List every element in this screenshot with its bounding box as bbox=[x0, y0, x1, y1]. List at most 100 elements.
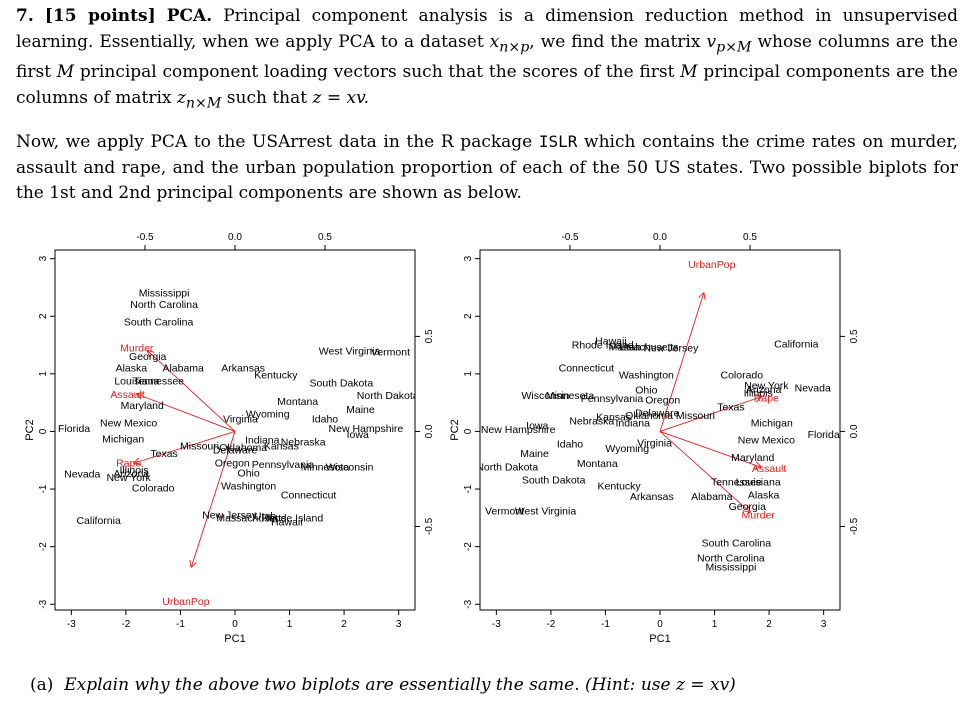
state-label-wyoming: Wyoming bbox=[246, 409, 290, 421]
p1-text-d: principal component loading vectors such… bbox=[79, 62, 675, 83]
loading-arrow-rape bbox=[659, 397, 761, 432]
math-equation: z = xv. bbox=[312, 87, 370, 108]
p2-text-a: Now, we apply PCA to the USArrest data i… bbox=[16, 132, 533, 152]
loading-arrow-urbanpop bbox=[659, 293, 704, 432]
math-m-1: M bbox=[56, 62, 75, 83]
state-label-new-york: New York bbox=[106, 472, 151, 484]
state-label-georgia: Georgia bbox=[729, 501, 767, 513]
state-label-south-carolina: South Carolina bbox=[702, 538, 772, 550]
state-label-minnesota: Minnesota bbox=[546, 390, 595, 402]
state-label-colorado: Colorado bbox=[721, 369, 764, 381]
y-tick-label: 3 bbox=[38, 255, 49, 261]
state-label-arizona: Arizona bbox=[746, 384, 782, 396]
state-label-missouri: Missouri bbox=[676, 410, 715, 422]
state-label-indiana: Indiana bbox=[616, 417, 651, 429]
y-tick-label: 0 bbox=[38, 428, 49, 434]
state-label-delaware: Delaware bbox=[213, 444, 258, 456]
state-label-ohio: Ohio bbox=[635, 384, 657, 396]
y-tick-label: -3 bbox=[463, 599, 474, 608]
state-label-rhode-island: Rhode Island bbox=[261, 512, 323, 524]
right-tick-label: -0.5 bbox=[849, 517, 860, 535]
x-tick-label: 0 bbox=[232, 619, 238, 630]
x-tick-label: -1 bbox=[601, 619, 610, 630]
math-v: v bbox=[706, 31, 717, 52]
state-label-florida: Florida bbox=[58, 423, 90, 435]
state-label-louisiana: Louisiana bbox=[736, 477, 781, 489]
loading-arrow-assault bbox=[137, 394, 236, 432]
top-tick-label: -0.5 bbox=[136, 232, 154, 243]
question-equation: z = xv) bbox=[675, 675, 736, 695]
top-tick-label: 0.5 bbox=[743, 232, 757, 243]
right-tick-label: -0.5 bbox=[424, 517, 435, 535]
x-tick-label: 2 bbox=[766, 619, 772, 630]
state-label-louisiana: Louisiana bbox=[114, 375, 159, 387]
state-label-virginia: Virginia bbox=[223, 413, 258, 425]
right-tick-label: 0.0 bbox=[849, 424, 860, 438]
y-tick-label: 1 bbox=[38, 371, 49, 377]
y-axis-label: PC2 bbox=[449, 419, 461, 440]
right-tick-label: 0.5 bbox=[849, 329, 860, 343]
state-label-wyoming: Wyoming bbox=[605, 443, 649, 455]
y-tick-label: -3 bbox=[38, 599, 49, 608]
state-label-arkansas: Arkansas bbox=[221, 363, 265, 375]
x-tick-label: -2 bbox=[121, 619, 130, 630]
state-label-texas: Texas bbox=[717, 402, 744, 414]
math-z: z bbox=[176, 87, 186, 108]
top-tick-label: 0.0 bbox=[228, 232, 242, 243]
y-tick-label: 2 bbox=[38, 313, 49, 319]
state-label-california: California bbox=[774, 338, 819, 350]
y-tick-label: -1 bbox=[38, 484, 49, 493]
state-label-maryland: Maryland bbox=[731, 452, 774, 464]
math-x: x bbox=[489, 31, 500, 52]
x-tick-label: -3 bbox=[67, 619, 76, 630]
state-label-wisconsin: Wisconsin bbox=[522, 390, 570, 402]
p1-text-a: Principal component analysis is a dimens… bbox=[16, 6, 959, 52]
state-label-oklahoma: Oklahoma bbox=[219, 442, 267, 454]
state-label-texas: Texas bbox=[150, 448, 177, 460]
loading-label-rape: Rape bbox=[116, 458, 141, 470]
y-tick-label: -2 bbox=[38, 542, 49, 551]
question-text: Explain why the above two biplots are es… bbox=[64, 675, 671, 695]
state-label-idaho: Idaho bbox=[312, 413, 338, 425]
package-name: ISLR bbox=[538, 132, 578, 151]
state-label-indiana: Indiana bbox=[245, 435, 280, 447]
x-tick-label: -2 bbox=[546, 619, 555, 630]
math-m-2: M bbox=[680, 62, 698, 83]
state-label-delaware: Delaware bbox=[635, 408, 680, 420]
state-label-oklahoma: Oklahoma bbox=[625, 410, 673, 422]
x-tick-label: 2 bbox=[341, 619, 347, 630]
state-label-new-mexico: New Mexico bbox=[100, 417, 157, 429]
state-label-washington: Washington bbox=[221, 481, 276, 493]
problem-title: PCA. bbox=[166, 6, 213, 26]
state-label-new-mexico: New Mexico bbox=[738, 435, 795, 447]
state-label-tennessee: Tennessee bbox=[133, 375, 184, 387]
loading-arrow-murder bbox=[148, 351, 236, 432]
problem-paragraph-2: Now, we apply PCA to the USArrest data i… bbox=[16, 129, 958, 207]
state-label-massachusetts: Massachusetts bbox=[609, 341, 679, 353]
state-label-nebraska: Nebraska bbox=[281, 436, 326, 448]
state-label-nebraska: Nebraska bbox=[569, 416, 614, 428]
x-axis-label: PC1 bbox=[224, 633, 245, 645]
state-label-ohio: Ohio bbox=[238, 467, 260, 479]
loading-label-urbanpop: UrbanPop bbox=[688, 259, 735, 271]
state-label-illinois: Illinois bbox=[744, 387, 773, 399]
loading-label-murder: Murder bbox=[120, 342, 154, 354]
state-label-arkansas: Arkansas bbox=[630, 491, 674, 503]
state-label-missouri: Missouri bbox=[180, 440, 219, 452]
y-tick-label: 2 bbox=[463, 313, 474, 319]
state-label-vermont: Vermont bbox=[485, 505, 524, 517]
state-label-pennsylvania: Pennsylvania bbox=[581, 393, 644, 405]
state-label-pennsylvania: Pennsylvania bbox=[252, 459, 315, 471]
state-label-south-carolina: South Carolina bbox=[124, 317, 194, 329]
p1-text-e: principal components are the columns of … bbox=[16, 62, 958, 108]
state-label-maryland: Maryland bbox=[121, 400, 164, 412]
state-label-north-carolina: North Carolina bbox=[130, 299, 198, 311]
state-label-michigan: Michigan bbox=[102, 433, 144, 445]
y-tick-label: 3 bbox=[463, 255, 474, 261]
state-label-alabama: Alabama bbox=[162, 363, 204, 375]
state-label-michigan: Michigan bbox=[751, 417, 793, 429]
state-label-oregon: Oregon bbox=[645, 394, 680, 406]
state-label-mississippi: Mississippi bbox=[139, 288, 190, 300]
loading-arrow-assault bbox=[659, 431, 761, 467]
y-tick-label: 0 bbox=[463, 428, 474, 434]
